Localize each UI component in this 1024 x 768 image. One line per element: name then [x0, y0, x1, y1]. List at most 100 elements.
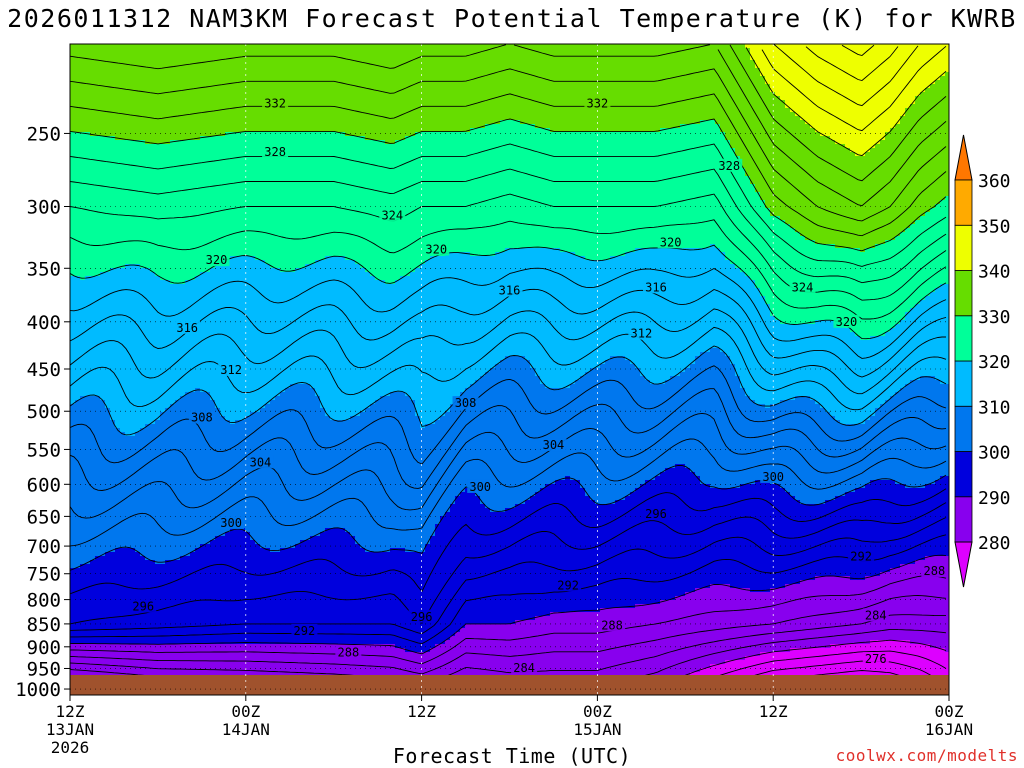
theta-cell	[70, 60, 76, 65]
theta-cell	[70, 536, 76, 541]
theta-cell	[70, 564, 76, 569]
theta-cell	[95, 404, 101, 409]
theta-cell	[110, 228, 116, 233]
theta-cell	[70, 112, 76, 117]
theta-cell	[95, 624, 101, 629]
theta-cell	[85, 384, 91, 389]
theta-cell	[95, 236, 101, 241]
theta-cell	[95, 140, 101, 145]
theta-cell	[120, 536, 126, 541]
theta-cell	[115, 560, 121, 565]
theta-cell	[70, 460, 76, 465]
theta-cell	[75, 388, 81, 393]
theta-cell	[80, 452, 86, 457]
theta-cell	[70, 44, 76, 49]
theta-cell	[120, 332, 126, 337]
theta-cell	[100, 320, 106, 325]
theta-cell	[115, 216, 121, 221]
theta-cell	[70, 664, 76, 669]
theta-cell	[120, 548, 126, 553]
theta-cell	[120, 216, 126, 221]
theta-cell	[85, 376, 91, 381]
theta-cell	[105, 264, 111, 269]
theta-cell	[100, 88, 106, 93]
theta-cell	[70, 132, 76, 137]
theta-cell	[110, 100, 116, 105]
theta-cell	[115, 452, 121, 457]
theta-cell	[75, 520, 81, 525]
theta-cell	[120, 72, 126, 77]
theta-cell	[75, 616, 81, 621]
theta-cell	[115, 236, 121, 241]
theta-cell	[70, 404, 76, 409]
theta-cell	[120, 212, 126, 217]
theta-cell	[70, 464, 76, 469]
theta-cell	[105, 320, 111, 325]
theta-cell	[85, 416, 91, 421]
theta-cell	[85, 256, 91, 261]
theta-cell	[90, 420, 96, 425]
theta-cell	[120, 148, 126, 153]
theta-cell	[95, 180, 101, 185]
theta-cell	[105, 120, 111, 125]
theta-cell	[85, 176, 91, 181]
theta-cell	[120, 172, 126, 177]
theta-cell	[110, 660, 116, 665]
theta-cell	[80, 248, 86, 253]
theta-cell	[85, 316, 91, 321]
theta-cell	[105, 172, 111, 177]
theta-cell	[75, 476, 81, 481]
theta-cell	[70, 168, 76, 173]
theta-cell	[90, 552, 96, 557]
theta-cell	[95, 188, 101, 193]
theta-cell	[110, 272, 116, 277]
theta-cell	[110, 220, 116, 225]
theta-cell	[110, 392, 116, 397]
theta-cell	[75, 92, 81, 97]
theta-cell	[105, 80, 111, 85]
theta-cell	[70, 100, 76, 105]
theta-cell	[80, 336, 86, 341]
theta-cell	[120, 528, 126, 533]
theta-cell	[105, 520, 111, 525]
theta-cell	[110, 556, 116, 561]
theta-cell	[70, 652, 76, 657]
theta-cell	[70, 64, 76, 69]
theta-cell	[75, 560, 81, 565]
theta-cell	[100, 140, 106, 145]
theta-cell	[100, 352, 106, 357]
theta-cell	[105, 348, 111, 353]
theta-cell	[70, 560, 76, 565]
theta-cell	[115, 284, 121, 289]
theta-cell	[115, 660, 121, 665]
theta-cell	[85, 576, 91, 581]
theta-cell	[100, 208, 106, 213]
theta-cell	[115, 64, 121, 69]
theta-cell	[100, 492, 106, 497]
theta-cell	[100, 408, 106, 413]
theta-cell	[70, 292, 76, 297]
theta-cell	[75, 432, 81, 437]
theta-cell	[75, 96, 81, 101]
theta-cell	[100, 412, 106, 417]
theta-cell	[70, 532, 76, 537]
theta-cell	[95, 112, 101, 117]
theta-cell	[75, 340, 81, 345]
theta-cell	[80, 652, 86, 657]
theta-cell	[100, 196, 106, 201]
theta-cell	[95, 628, 101, 633]
theta-cell	[100, 152, 106, 157]
theta-cell	[95, 360, 101, 365]
theta-cell	[95, 564, 101, 569]
theta-cell	[100, 300, 106, 305]
theta-cell	[105, 140, 111, 145]
theta-cell	[105, 632, 111, 637]
theta-cell	[75, 168, 81, 173]
theta-cell	[80, 444, 86, 449]
theta-cell	[115, 56, 121, 61]
theta-cell	[80, 128, 86, 133]
theta-cell	[75, 280, 81, 285]
theta-cell	[100, 252, 106, 257]
theta-cell	[110, 380, 116, 385]
theta-cell	[105, 480, 111, 485]
